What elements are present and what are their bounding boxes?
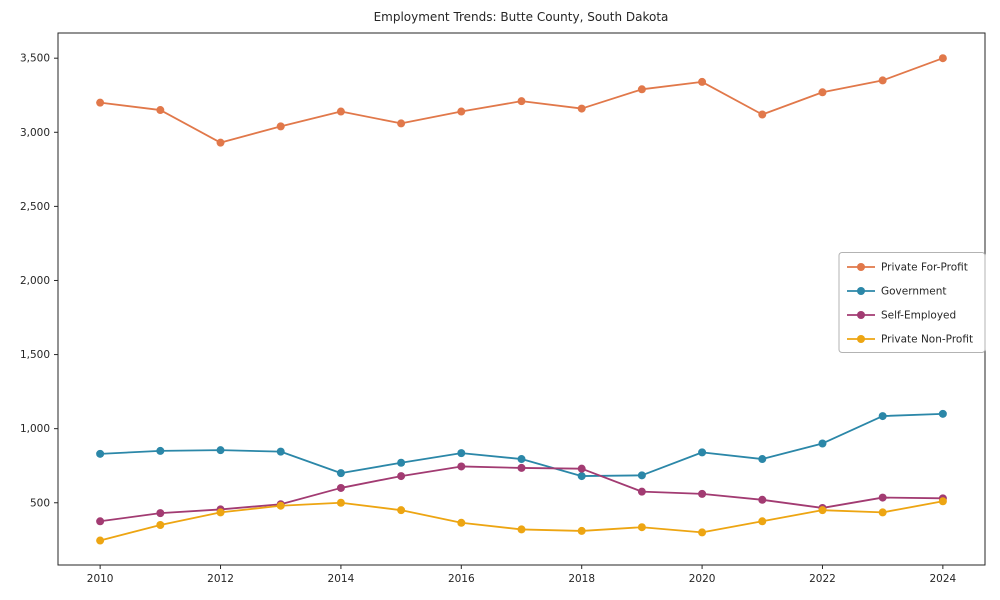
x-tick-label: 2022 [809, 573, 836, 585]
x-tick-label: 2012 [207, 573, 234, 585]
series-2-marker [156, 509, 165, 518]
series-3-marker [336, 498, 345, 507]
x-tick-label: 2010 [87, 573, 114, 585]
y-tick-label: 1,000 [20, 423, 50, 435]
legend-label-3: Private Non-Profit [881, 334, 973, 346]
series-0-marker [758, 110, 767, 119]
series-0-marker [216, 138, 225, 147]
series-1-marker [336, 469, 345, 478]
series-3-marker [577, 526, 586, 535]
legend-box [838, 252, 986, 353]
series-1-marker [637, 471, 646, 480]
series-0-marker [938, 54, 947, 63]
series-1-marker [577, 472, 586, 481]
x-tick-label: 2018 [568, 573, 595, 585]
series-1-marker [276, 447, 285, 456]
legend: Private For-Profit Government Self-Employe… [838, 252, 986, 353]
legend-marker [857, 335, 865, 343]
y-tick-label: 2,000 [20, 275, 50, 287]
series-line-2 [99, 465, 944, 523]
series-3-marker [758, 517, 767, 526]
series-3-marker [698, 528, 707, 537]
legend-marker [857, 311, 865, 319]
series-1-marker [758, 455, 767, 464]
series-1-marker [517, 455, 526, 464]
series-3-marker [938, 497, 947, 506]
x-tick-label: 2024 [929, 573, 956, 585]
series-2-marker [517, 463, 526, 472]
y-tick-label: 3,500 [20, 53, 50, 65]
series-1-marker [698, 448, 707, 457]
chart-title: Employment Trends: Butte County, South D… [374, 10, 669, 24]
series-2-marker [758, 495, 767, 504]
series-0-marker [276, 122, 285, 131]
series-1-marker [397, 458, 406, 467]
series-0-marker [156, 106, 165, 115]
series-0-marker [457, 107, 466, 116]
series-2-marker [698, 489, 707, 498]
series-2-marker [637, 487, 646, 496]
legend-marker [857, 287, 865, 295]
legend-label-2: Self-Employed [881, 310, 956, 322]
series-3-marker [637, 523, 646, 532]
legend-marker [857, 263, 865, 271]
series-0-marker [96, 98, 105, 107]
series-2-marker [457, 462, 466, 471]
series-0-marker [818, 88, 827, 97]
series-0-marker [517, 97, 526, 106]
series-3-marker [878, 508, 887, 517]
series-1-marker [878, 412, 887, 421]
y-tick-label: 1,500 [20, 349, 50, 361]
series-1-marker [96, 449, 105, 458]
series-3-marker [517, 525, 526, 534]
series-2-marker [96, 517, 105, 526]
series-3-marker [156, 520, 165, 529]
y-tick-label: 500 [30, 497, 50, 509]
series-0-marker [698, 77, 707, 86]
series-3-marker [397, 506, 406, 515]
series-3-marker [457, 518, 466, 527]
series-1-marker [216, 446, 225, 455]
series-1-marker [457, 449, 466, 458]
series-2-marker [878, 493, 887, 502]
legend-label-0: Private For-Profit [881, 262, 968, 274]
series-2-marker [336, 483, 345, 492]
series-3-marker [216, 508, 225, 517]
series-2-marker [397, 472, 406, 481]
y-tick-label: 2,500 [20, 201, 50, 213]
series-1-marker [818, 439, 827, 448]
series-0-marker [336, 107, 345, 116]
y-tick-label: 3,000 [20, 127, 50, 139]
series-3-marker [276, 501, 285, 510]
x-tick-label: 2014 [328, 573, 355, 585]
x-tick-label: 2020 [689, 573, 716, 585]
plot-area: 2010 2012 2014 2016 2018 2020 2022 2024 500 1,000… [20, 32, 986, 585]
series-1-marker [156, 446, 165, 455]
series-0-marker [878, 76, 887, 85]
legend-label-1: Government [881, 286, 946, 298]
series-0-marker [397, 119, 406, 128]
series-1-marker [938, 409, 947, 418]
series-3-marker [818, 506, 827, 515]
x-tick-label: 2016 [448, 573, 475, 585]
series-2-marker [577, 464, 586, 473]
series-0-marker [577, 104, 586, 113]
series-0-marker [637, 85, 646, 94]
series-3-marker [96, 536, 105, 545]
